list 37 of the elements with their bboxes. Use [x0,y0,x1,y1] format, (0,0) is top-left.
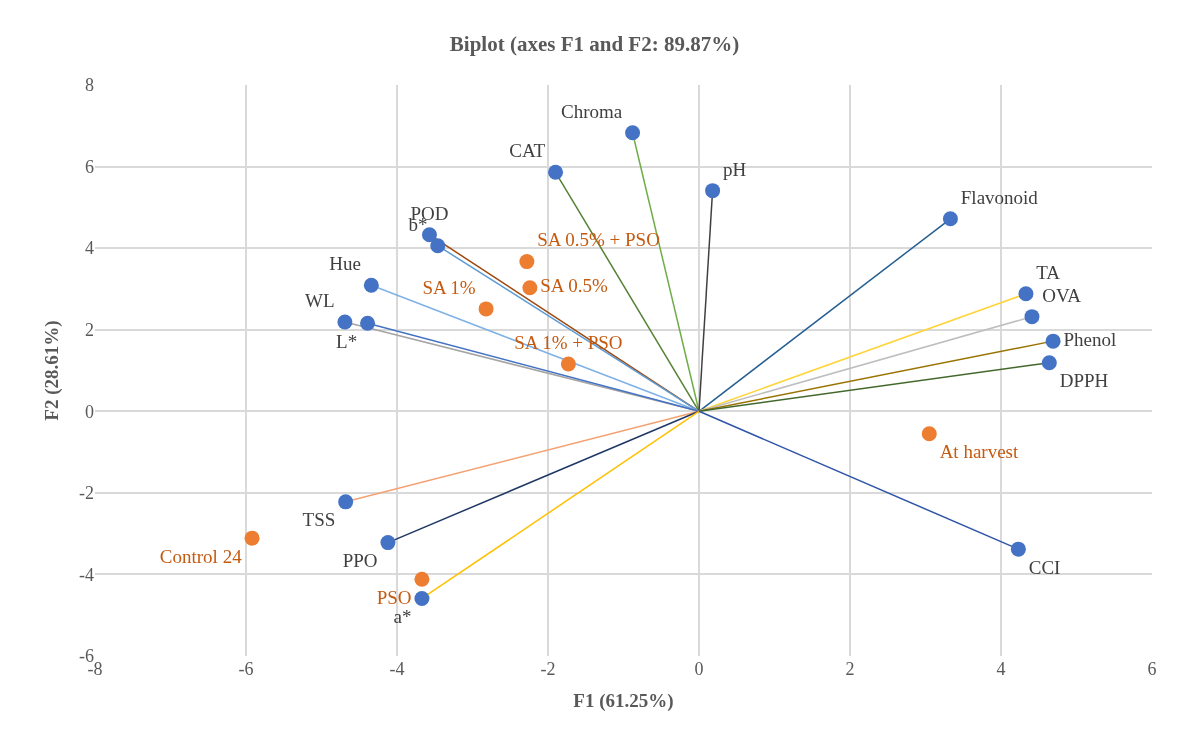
y-tick-label: 0 [85,401,94,422]
data-label: TSS [302,509,336,531]
data-label: Chroma [560,100,623,122]
data-label: a* [393,606,412,628]
x-tick-label: 6 [1147,659,1157,679]
x-tick-label: 4 [996,659,1006,679]
data-label: DPPH [1059,370,1109,392]
data-label: Flavonoid [960,186,1039,208]
chart-title: Biplot (axes F1 and F2: 89.87%) [449,32,740,57]
data-label: Hue [329,253,361,275]
x-tick-label: 2 [845,659,855,679]
data-label: CCI [1028,556,1061,578]
y-tick-label: 6 [85,156,94,177]
x-tick-label: -4 [389,659,405,679]
data-label: TA [1036,261,1061,283]
data-label: SA 0.5% [540,275,608,297]
data-label: PSO [376,586,412,608]
y-tick-label: 4 [85,238,94,259]
x-axis-title: F1 (61.25%) [573,689,674,712]
data-label: At harvest [939,441,1019,463]
data-label: SA 1% [422,276,476,298]
y-tick-label: -4 [79,564,94,585]
x-tick-label: 0 [694,659,704,679]
data-label: L* [336,330,358,352]
data-label: WL [304,289,335,311]
y-tick-label: 2 [85,320,94,341]
data-label: CAT [509,140,546,162]
data-label: Control 24 [159,545,243,567]
data-label: PPO [342,550,378,572]
data-label: Phenol [1063,328,1117,350]
y-tick-label: 8 [85,75,94,96]
y-axis-title: F2 (28.61%) [40,320,63,421]
data-label: OVA [1042,284,1082,306]
data-label: pH [722,158,747,180]
x-tick-label: -2 [540,659,556,679]
y-tick-label: -2 [79,483,94,504]
x-tick-label: -6 [238,659,254,679]
